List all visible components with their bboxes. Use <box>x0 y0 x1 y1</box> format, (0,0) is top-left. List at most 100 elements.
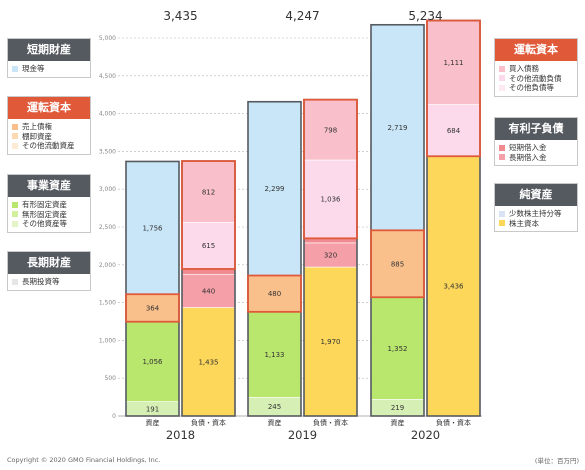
legend-item-label: 少数株主持分等 <box>509 209 562 218</box>
asset-segment-value-label: 480 <box>268 290 281 298</box>
legend-item: その他流動負債 <box>499 74 573 84</box>
legend-swatch <box>12 65 18 72</box>
legend-swatch <box>12 278 18 285</box>
legend-item-label: 棚卸資産 <box>22 131 52 141</box>
legend-item-label: 無形固定資産 <box>22 209 67 219</box>
legend-item: 現金等 <box>12 64 86 74</box>
liability-segment-bar <box>303 266 358 417</box>
year-total-label: 4,247 <box>285 9 319 23</box>
y-tick-label: 0 <box>112 413 116 420</box>
y-tick-label: 1,000 <box>99 337 116 344</box>
legend-group-title: 長期財産 <box>8 252 90 274</box>
asset-bar-outline <box>247 100 302 417</box>
asset-segment-value-label: 219 <box>391 404 404 412</box>
asset-segment-bar <box>125 161 180 295</box>
asset-segment-value-label: 2,719 <box>387 124 407 132</box>
legend-group-title: 運転資本 <box>8 97 90 119</box>
asset-segment-value-label: 1,352 <box>387 345 407 353</box>
year-total-label: 5,234 <box>408 9 442 23</box>
liability-segment-value-label: 1,435 <box>198 358 218 366</box>
y-tick-label: 2,500 <box>99 224 116 231</box>
asset-segment-bar <box>247 311 302 398</box>
legend-group-title: 運転資本 <box>495 39 577 61</box>
liability-segment-bar <box>181 307 236 417</box>
legend-group-title: 短期財産 <box>8 39 90 61</box>
legend-item: 長期借入金 <box>499 153 573 163</box>
asset-segment-value-label: 364 <box>146 304 160 312</box>
asset-segment-value-label: 1,756 <box>142 224 163 232</box>
legend-swatch <box>499 65 505 72</box>
asset-segment-value-label: 1,056 <box>142 358 163 366</box>
y-tick-label: 3,000 <box>99 186 116 193</box>
liability-segment-bar <box>303 159 358 239</box>
legend-item: その他流動資産 <box>12 141 86 151</box>
y-tick-label: 5,000 <box>99 35 116 42</box>
legend-group-items: 売上債権 棚卸資産 その他流動資産 <box>8 119 90 154</box>
legend-item-label: 株主資本 <box>509 218 539 228</box>
year-label: 2019 <box>288 428 317 442</box>
legend-group: 運転資本 売上債権 棚卸資産 その他流動資産 <box>7 96 91 155</box>
liability-bar-label: 負債・資本 <box>436 418 471 427</box>
y-tick-label: 4,000 <box>99 111 116 118</box>
liability-segment-bar <box>303 242 358 268</box>
legend-group-items: 現金等 <box>8 61 90 77</box>
legend-item: その他負債等 <box>499 83 573 93</box>
legend-item: 有形固定資産 <box>12 200 86 210</box>
legend-group: 短期財産現金等 <box>7 38 91 78</box>
legend-group: 事業資産 有形固定資産 無形固定資産 その他資産等 <box>7 174 91 233</box>
legend-item: 少数株主持分等 <box>499 209 573 219</box>
liability-segment-value-label: 320 <box>324 251 337 259</box>
legend-swatch <box>499 154 505 161</box>
asset-segment-bar <box>370 24 425 231</box>
legend-group: 有利子負債 短期借入金 長期借入金 <box>494 117 578 166</box>
year-total-label: 3,435 <box>163 9 197 23</box>
asset-segment-value-label: 885 <box>391 260 404 268</box>
legend-item-label: その他流動資産 <box>22 141 75 150</box>
liability-segment-bar <box>303 99 358 161</box>
asset-working-capital-highlight <box>125 293 180 323</box>
year-label: 2018 <box>166 428 195 442</box>
liability-working-capital-highlight <box>303 98 358 240</box>
legend-swatch <box>12 142 18 149</box>
legend-item: 買入債務 <box>499 64 573 74</box>
legend-item-label: 有形固定資産 <box>22 200 67 209</box>
legend-swatch <box>12 220 18 227</box>
legend-group-items: 短期借入金 長期借入金 <box>495 140 577 165</box>
y-tick-label: 3,500 <box>99 148 116 155</box>
liability-segment-value-label: 440 <box>202 287 215 295</box>
legend-group-title: 有利子負債 <box>495 118 577 140</box>
liability-working-capital-highlight <box>181 160 236 270</box>
legend-swatch <box>12 201 18 208</box>
legend-item-label: 現金等 <box>22 64 45 73</box>
legend-group: 純資産少数株主持分等 株主資本 <box>494 183 578 232</box>
liability-segment-value-label: 1,970 <box>320 338 340 346</box>
asset-bar-outline <box>370 23 425 417</box>
legend-group-items: 有形固定資産 無形固定資産 その他資産等 <box>8 197 90 232</box>
legend-item-label: 長期投資等 <box>22 277 60 286</box>
liability-segment-value-label: 3,436 <box>443 283 464 291</box>
asset-working-capital-highlight <box>247 274 302 313</box>
legend-group-title: 純資産 <box>495 184 577 206</box>
legend-swatch <box>499 220 505 227</box>
liability-working-capital-highlight <box>426 19 481 158</box>
year-label: 2020 <box>411 428 440 442</box>
legend-swatch <box>499 84 505 91</box>
unit-note: (単位：百万円) <box>534 457 579 465</box>
legend-group-items: 買入債務 その他流動負債 その他負債等 <box>495 61 577 96</box>
liability-segment-value-label: 1,036 <box>320 196 341 204</box>
legend-item: 株主資本 <box>499 219 573 229</box>
liability-bar-label: 負債・資本 <box>191 418 226 427</box>
asset-segment-bar <box>370 230 425 298</box>
asset-segment-value-label: 191 <box>146 405 159 413</box>
legend-swatch <box>12 211 18 218</box>
asset-bar-label: 資産 <box>146 418 160 427</box>
y-tick-label: 500 <box>105 375 117 382</box>
asset-bar-outline <box>125 160 180 417</box>
liability-bar-label: 負債・資本 <box>313 418 348 427</box>
legend-swatch <box>499 144 505 151</box>
liability-segment-value-label: 1,111 <box>443 59 463 67</box>
legend-item: その他資産等 <box>12 219 86 229</box>
legend-item: 棚卸資産 <box>12 132 86 142</box>
legend-group: 運転資本 買入債務 その他流動負債 その他負債等 <box>494 38 578 97</box>
